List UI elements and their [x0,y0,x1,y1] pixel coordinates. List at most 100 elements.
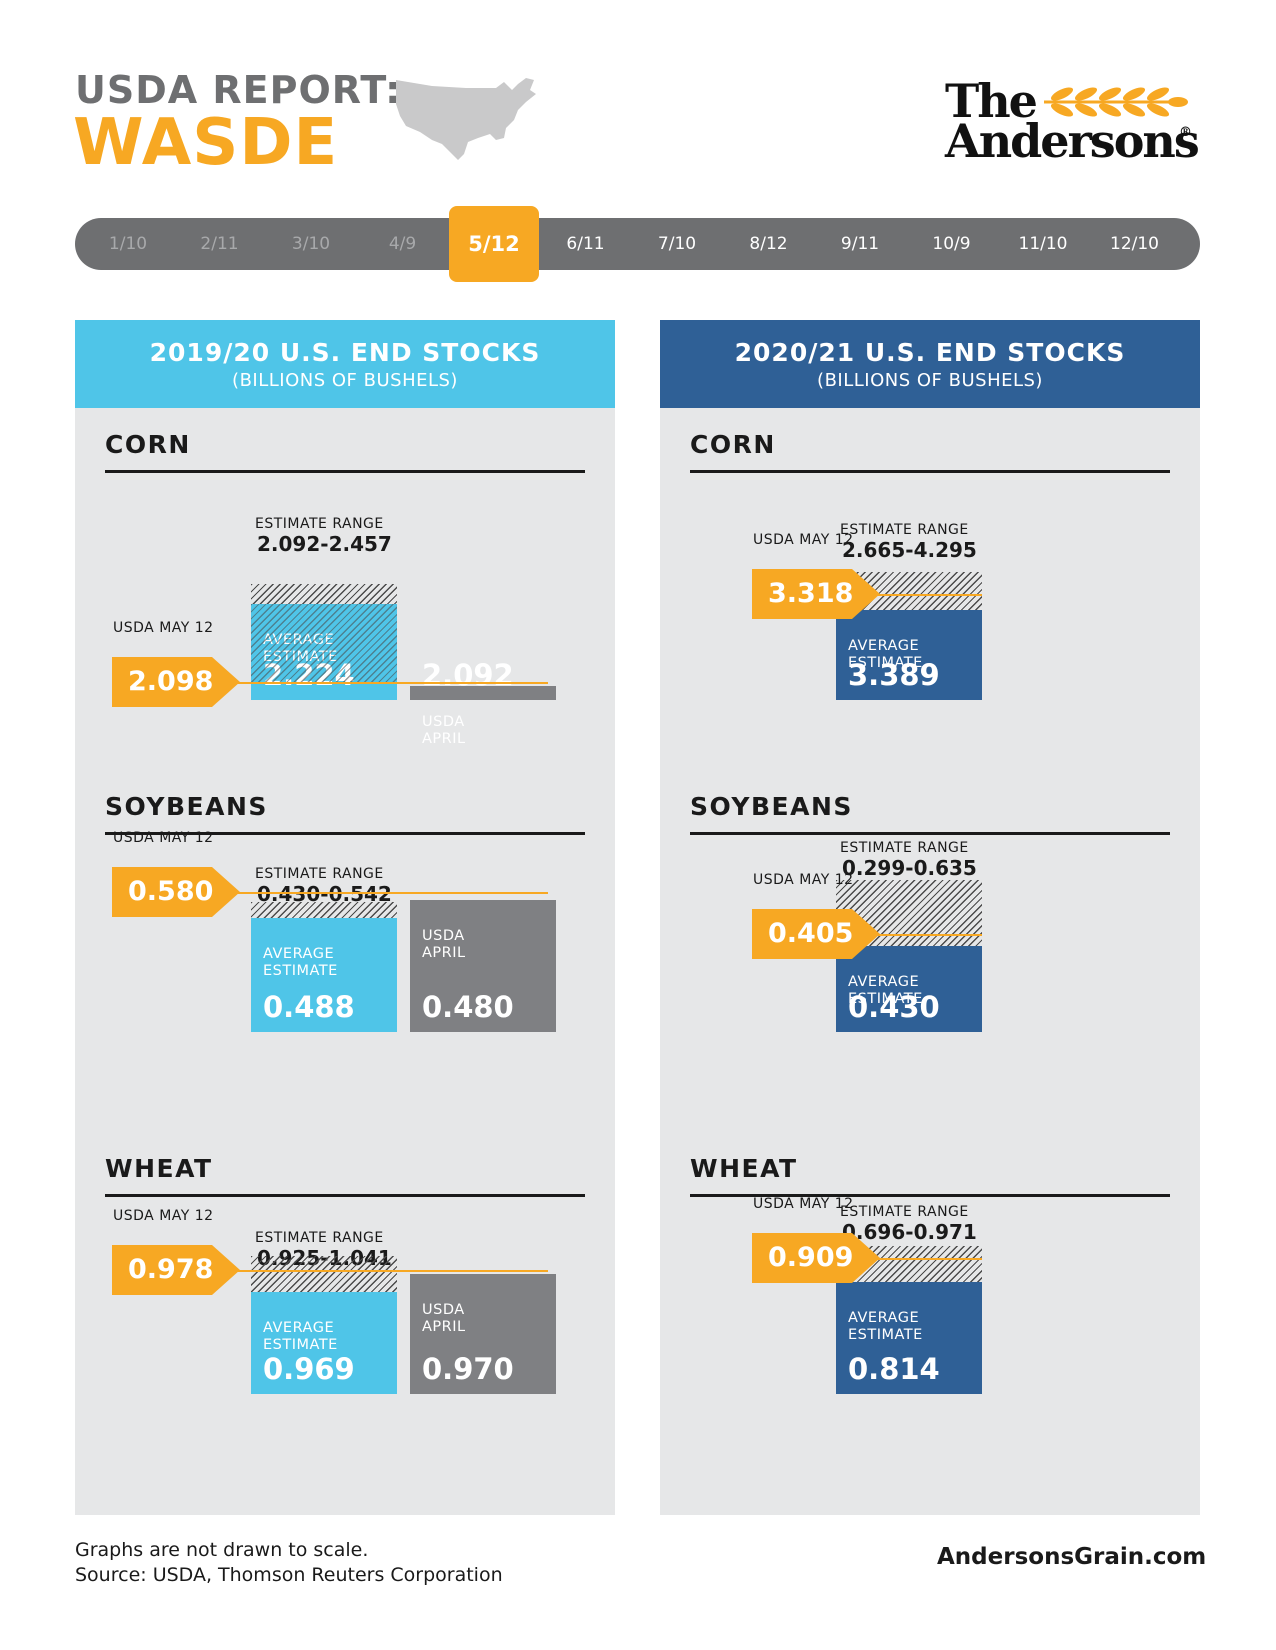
usda-april-value: 0.480 [422,990,514,1024]
usda-april-value: 2.092 [422,658,514,692]
estimate-range-label: ESTIMATE RANGE [840,1204,969,1220]
average-estimate-bar: AVERAGE ESTIMATE 0.430 [836,946,982,1032]
usda-may-value: 0.978 [128,1254,214,1285]
usda-may-label: USDA MAY 12 [753,872,854,888]
usda-may-tag: 0.580 [112,867,240,917]
logo-line2: Andersons [945,114,1200,168]
estimate-range-value: 2.665-4.295 [842,538,977,562]
panel-2020-21: 2020/21 U.S. END STOCKS (BILLIONS OF BUS… [660,320,1200,1515]
timeline-date[interactable]: 9/11 [840,234,880,254]
estimate-range-label: ESTIMATE RANGE [255,1230,384,1246]
usda-may-value: 0.405 [768,918,854,949]
usda-may-tag: 0.909 [752,1233,880,1283]
estimate-range-overlap [251,604,397,682]
timeline-date[interactable]: 6/11 [566,234,605,254]
commodity-section-soybeans: SOYBEANS ESTIMATE RANGE 0.430-0.542 AVERAGE… [75,770,615,1150]
commodity-section-corn: CORN ESTIMATE RANGE 2.665-4.295 AVERAGE EST… [660,408,1200,788]
usda-may-tag: 0.405 [752,909,880,959]
usda-may-line [872,1258,982,1260]
usda-may-tag: 2.098 [112,657,240,707]
estimate-range-band [251,1256,397,1292]
average-estimate-value: 0.430 [848,990,940,1024]
usda-may-line [872,594,982,596]
commodity-title: WHEAT [690,1154,798,1183]
timeline-date[interactable]: 8/12 [749,234,788,254]
report-name: WASDE [73,106,339,180]
usda-april-label: USDA APRIL [422,1302,466,1335]
section-divider [690,832,1170,835]
panel-title: 2020/21 U.S. END STOCKS [734,338,1126,367]
estimate-range-band [251,584,397,604]
scale-note: Graphs are not drawn to scale. [75,1539,369,1561]
panel-subtitle: (BILLIONS OF BUSHELS) [817,370,1043,391]
average-estimate-bar: AVERAGE ESTIMATE 0.814 [836,1282,982,1394]
timeline-date[interactable]: 12/10 [1110,234,1159,254]
estimate-range-value: 0.299-0.635 [842,856,977,880]
usda-may-line [232,682,548,684]
average-estimate-label: AVERAGE ESTIMATE [848,1310,923,1343]
average-estimate-bar: AVERAGE ESTIMATE 0.969 [251,1292,397,1394]
usda-april-bar: USDA APRIL 0.970 [410,1274,556,1394]
timeline-date[interactable]: 1/10 [108,234,148,254]
average-estimate-value: 0.814 [848,1352,940,1386]
report-label: USDA REPORT: [75,68,402,112]
estimate-range-label: ESTIMATE RANGE [255,866,384,882]
panel-header: 2019/20 U.S. END STOCKS (BILLIONS OF BUS… [75,320,615,408]
usda-may-tag: 3.318 [752,569,880,619]
usda-may-label: USDA MAY 12 [113,1208,214,1224]
estimate-range-label: ESTIMATE RANGE [840,522,969,538]
release-date-timeline: 1/10 2/11 3/10 4/9 5/12 6/11 7/10 8/12 9/11 10/9 1… [75,206,1200,282]
website-link[interactable]: AndersonsGrain.com [937,1544,1207,1570]
usda-may-value: 0.909 [768,1242,854,1273]
usda-may-line [872,934,982,936]
commodity-section-soybeans: SOYBEANS ESTIMATE RANGE 0.299-0.635 AVERAGE… [660,770,1200,1150]
source-note: Source: USDA, Thomson Reuters Corporatio… [75,1564,503,1586]
usda-may-label: USDA MAY 12 [753,1196,854,1212]
average-estimate-bar: AVERAGE ESTIMATE 3.389 [836,610,982,700]
estimate-range-band [251,902,397,918]
usda-april-label: USDA APRIL [422,928,466,961]
logo-line1: The [945,74,1038,128]
section-divider [105,470,585,473]
usda-may-label: USDA MAY 12 [113,620,214,636]
usda-may-value: 3.318 [768,578,854,609]
section-divider [105,832,585,835]
estimate-range-label: ESTIMATE RANGE [255,516,384,532]
average-estimate-value: 0.969 [263,1352,355,1386]
timeline-date[interactable]: 2/11 [200,234,239,254]
timeline-date[interactable]: 3/10 [291,234,331,254]
estimate-range-label: ESTIMATE RANGE [840,840,969,856]
panel-header: 2020/21 U.S. END STOCKS (BILLIONS OF BUS… [660,320,1200,408]
commodity-title: CORN [105,430,191,459]
average-estimate-label: AVERAGE ESTIMATE [848,638,923,671]
footnote: Graphs are not drawn to scale. Source: U… [75,1538,503,1588]
average-estimate-value: 0.488 [263,990,355,1024]
commodity-title: WHEAT [105,1154,213,1183]
us-map-icon [396,78,536,160]
usda-may-value: 0.580 [128,876,214,907]
panel-subtitle: (BILLIONS OF BUSHELS) [232,370,458,391]
timeline-date[interactable]: 11/10 [1018,234,1068,254]
section-divider [690,470,1170,473]
usda-april-bar: USDA APRIL 0.480 [410,900,556,1032]
commodity-title: CORN [690,430,776,459]
section-divider [690,1194,1170,1197]
average-estimate-value: 3.389 [848,658,940,692]
usda-may-line [232,892,548,894]
commodity-title: SOYBEANS [690,792,853,821]
timeline-date[interactable]: 4/9 [388,234,417,254]
timeline-date[interactable]: 7/10 [657,234,697,254]
panel-title: 2019/20 U.S. END STOCKS [149,338,541,367]
estimate-range-value: 0.696-0.971 [842,1220,977,1244]
panel-2019-20: 2019/20 U.S. END STOCKS (BILLIONS OF BUS… [75,320,615,1515]
usda-april-value: 0.970 [422,1352,514,1386]
usda-may-label: USDA MAY 12 [753,532,854,548]
usda-may-line [232,1270,548,1272]
andersons-logo: The Andersons ® [945,74,1200,168]
wheat-logo-icon [1044,87,1188,117]
timeline-date[interactable]: 10/9 [932,234,971,254]
timeline-date-current[interactable]: 5/12 [449,206,539,282]
usda-may-label: USDA MAY 12 [113,830,214,846]
